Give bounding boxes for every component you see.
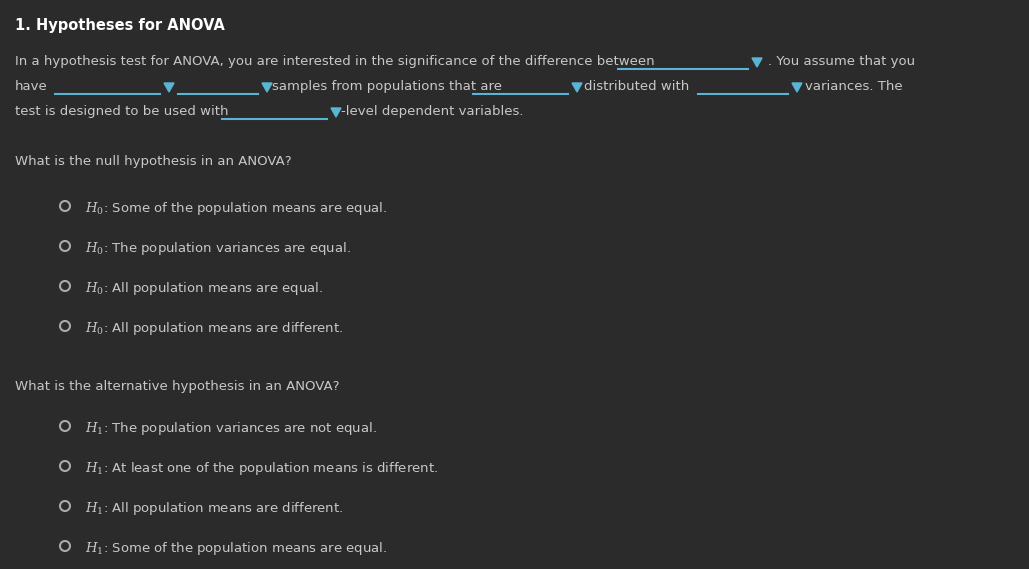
Text: test is designed to be used with: test is designed to be used with: [15, 105, 228, 118]
Text: distributed with: distributed with: [584, 80, 689, 93]
Text: $H_0$: All population means are different.: $H_0$: All population means are differen…: [85, 320, 344, 337]
Text: have: have: [15, 80, 47, 93]
Text: -level dependent variables.: -level dependent variables.: [341, 105, 524, 118]
Text: variances. The: variances. The: [805, 80, 902, 93]
Polygon shape: [572, 83, 582, 92]
Text: $H_1$: Some of the population means are equal.: $H_1$: Some of the population means are …: [85, 540, 387, 557]
Text: What is the alternative hypothesis in an ANOVA?: What is the alternative hypothesis in an…: [15, 380, 340, 393]
Text: $H_1$: The population variances are not equal.: $H_1$: The population variances are not …: [85, 420, 377, 437]
Text: . You assume that you: . You assume that you: [768, 55, 915, 68]
Text: $H_1$: All population means are different.: $H_1$: All population means are differen…: [85, 500, 344, 517]
Polygon shape: [792, 83, 802, 92]
Text: $H_0$: All population means are equal.: $H_0$: All population means are equal.: [85, 280, 323, 297]
Polygon shape: [262, 83, 272, 92]
Text: 1. Hypotheses for ANOVA: 1. Hypotheses for ANOVA: [15, 18, 225, 33]
Text: In a hypothesis test for ANOVA, you are interested in the significance of the di: In a hypothesis test for ANOVA, you are …: [15, 55, 654, 68]
Text: $H_0$: The population variances are equal.: $H_0$: The population variances are equa…: [85, 240, 351, 257]
Polygon shape: [164, 83, 174, 92]
Text: $H_1$: At least one of the population means is different.: $H_1$: At least one of the population me…: [85, 460, 438, 477]
Text: What is the null hypothesis in an ANOVA?: What is the null hypothesis in an ANOVA?: [15, 155, 291, 168]
Polygon shape: [752, 58, 762, 67]
Text: $H_0$: Some of the population means are equal.: $H_0$: Some of the population means are …: [85, 200, 387, 217]
Text: samples from populations that are: samples from populations that are: [272, 80, 502, 93]
Polygon shape: [331, 108, 341, 117]
